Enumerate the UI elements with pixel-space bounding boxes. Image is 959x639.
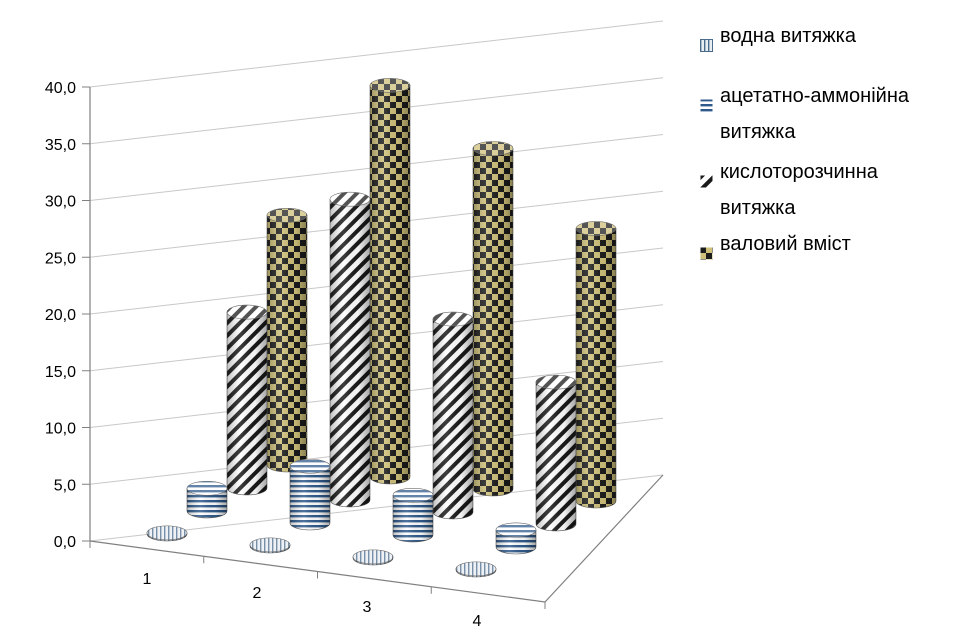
bar-4-3 xyxy=(472,141,514,497)
legend-swatch-vertical-lines-icon xyxy=(700,28,713,52)
y-tick-label: 35,0 xyxy=(45,137,76,154)
y-tick-label: 30,0 xyxy=(45,194,76,211)
bar-3-2 xyxy=(329,191,371,508)
y-tick-label: 5,0 xyxy=(54,477,76,494)
x-tick-label: 4 xyxy=(473,613,482,630)
y-tick-label: 40,0 xyxy=(45,80,76,97)
bar-4-2 xyxy=(369,78,411,485)
legend-item-3: кислоторозчинна витяжка xyxy=(700,154,955,226)
y-tick-label: 20,0 xyxy=(45,307,76,324)
y-tick-label: 0,0 xyxy=(54,534,76,551)
bar-3-1 xyxy=(226,304,268,496)
x-tick-label: 2 xyxy=(253,585,262,602)
legend-label-3: кислоторозчинна витяжка xyxy=(720,161,878,219)
gridline xyxy=(89,20,664,88)
bar-1-2 xyxy=(249,537,291,554)
x-tick-label: 1 xyxy=(143,571,152,588)
legend-swatch-horizontal-stripes-icon xyxy=(700,88,713,112)
legend-item-2: ацетатно-аммонійна витяжка xyxy=(700,78,955,150)
legend-swatch-checker-icon xyxy=(700,236,713,260)
bar-1-4 xyxy=(455,561,497,578)
y-tick-label: 15,0 xyxy=(45,364,76,381)
legend-label-4: валовий вміст xyxy=(720,233,851,255)
legend-item-1: водна витяжка xyxy=(700,18,955,54)
bar-2-4 xyxy=(495,522,537,555)
legend-item-4: валовий вміст xyxy=(700,226,955,262)
bar-3-3 xyxy=(432,311,474,520)
bar-2-1 xyxy=(186,480,228,519)
legend-swatch-diagonal-stripes-icon xyxy=(700,164,713,188)
bar-2-3 xyxy=(392,487,434,543)
y-tick-label: 10,0 xyxy=(45,421,76,438)
x-tick-label: 3 xyxy=(363,599,372,616)
bar-3-4 xyxy=(535,374,577,532)
bar-1-1 xyxy=(146,525,188,542)
bar-4-1 xyxy=(266,208,308,473)
legend-label-2: ацетатно-аммонійна витяжка xyxy=(720,85,909,143)
legend-label-1: водна витяжка xyxy=(720,25,856,47)
y-tick-label: 25,0 xyxy=(45,250,76,267)
legend: водна витяжка ацетатно-аммонійна витяжка… xyxy=(700,18,955,262)
bar-2-2 xyxy=(289,458,331,531)
bar-1-3 xyxy=(352,549,394,566)
bar-4-4 xyxy=(575,221,617,509)
